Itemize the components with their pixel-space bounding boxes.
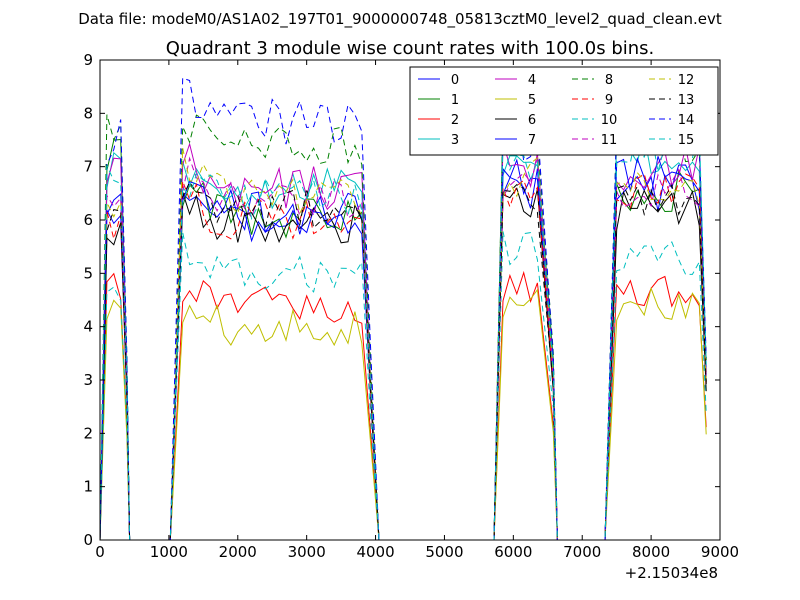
x-tick-label: 9000 (701, 543, 739, 561)
legend-label-13: 13 (678, 93, 695, 108)
legend-label-14: 14 (678, 113, 695, 128)
legend-label-7: 7 (528, 133, 536, 148)
series-line-5 (99, 286, 707, 541)
y-tick-label: 3 (83, 371, 93, 389)
x-tick-label: 6000 (494, 543, 532, 561)
data-file-caption: Data file: modeM0/AS1A02_197T01_90000007… (78, 10, 722, 29)
legend-label-0: 0 (451, 73, 459, 88)
series-line-9 (99, 173, 707, 541)
legend-label-5: 5 (528, 93, 536, 108)
series-line-0 (99, 158, 707, 541)
series-line-13 (99, 181, 707, 541)
series-line-12 (99, 147, 707, 541)
y-tick-label: 1 (83, 478, 93, 496)
legend-label-8: 8 (605, 73, 613, 88)
axes-layer: 0 1000 2000 3000 4000 5000 6000 7000 8000 9000012… (83, 51, 739, 561)
y-tick-label: 4 (83, 318, 93, 336)
x-tick-label: 3000 (288, 543, 326, 561)
y-tick-label: 0 (83, 531, 93, 549)
series-line-7 (99, 156, 707, 541)
series-line-15 (99, 129, 707, 541)
legend-label-12: 12 (678, 73, 695, 88)
y-tick-label: 8 (83, 104, 93, 122)
series-line-2 (99, 270, 707, 541)
x-tick-label: 5000 (425, 543, 463, 561)
chart-title: Quadrant 3 module wise count rates with … (166, 38, 655, 59)
legend-label-15: 15 (678, 133, 695, 148)
legend-label-6: 6 (528, 113, 536, 128)
legend-box (409, 66, 719, 156)
y-tick-label: 5 (83, 264, 93, 282)
legend-label-2: 2 (451, 113, 459, 128)
x-tick-label: 2000 (219, 543, 257, 561)
series-line-3 (99, 134, 707, 541)
x-tick-label: 4000 (356, 543, 394, 561)
y-tick-label: 7 (83, 158, 93, 176)
y-tick-label: 6 (83, 211, 93, 229)
legend-label-3: 3 (451, 133, 459, 148)
x-tick-label: 0 (95, 543, 105, 561)
x-axis-offset-label: +2.15034e8 (625, 564, 718, 582)
x-tick-label: 1000 (150, 543, 188, 561)
legend-label-9: 9 (605, 93, 613, 108)
series-line-6 (99, 187, 707, 541)
x-tick-label: 8000 (632, 543, 670, 561)
y-tick-label: 2 (83, 424, 93, 442)
legend-label-1: 1 (451, 93, 459, 108)
y-tick-label: 9 (83, 51, 93, 69)
legend-label-4: 4 (528, 73, 536, 88)
x-tick-label: 7000 (563, 543, 601, 561)
plot-frame (99, 59, 721, 541)
legend-label-10: 10 (601, 113, 618, 128)
legend-label-11: 11 (601, 133, 618, 148)
series-line-10 (99, 231, 707, 541)
